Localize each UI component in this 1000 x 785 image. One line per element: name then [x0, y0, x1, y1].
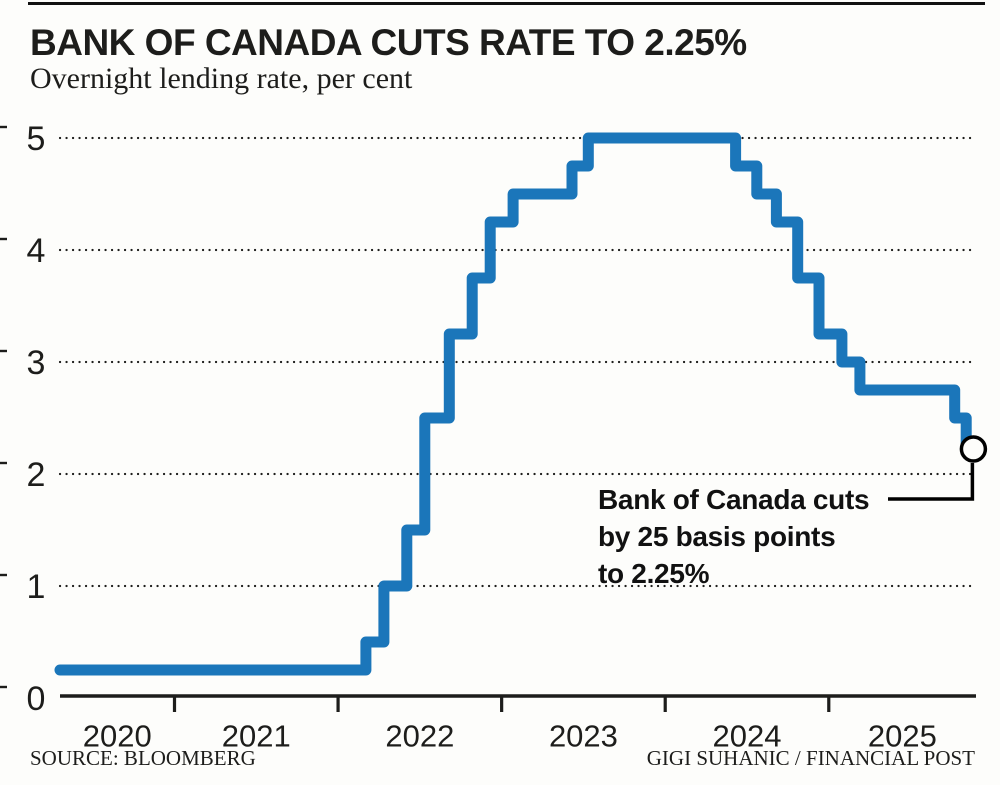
- annotation-callout-line: [888, 463, 975, 501]
- line-end-marker: [959, 435, 988, 463]
- y-tick-label: 0: [27, 680, 46, 718]
- chart-title: BANK OF CANADA CUTS RATE TO 2.25%: [30, 22, 747, 63]
- annotation-callout-text: Bank of Canada cuts by 25 basis points t…: [598, 481, 898, 592]
- rate-step-line: [54, 132, 980, 676]
- annotation-line-2: by 25 basis points: [598, 521, 836, 552]
- y-tick-label: 3: [27, 344, 46, 382]
- source-attribution: SOURCE: BLOOMBERG: [30, 746, 256, 770]
- x-tick-label: 2024: [713, 718, 782, 753]
- y-tick-label: 4: [27, 232, 46, 270]
- x-tick-label: 2023: [549, 718, 618, 753]
- x-tick-label: 2022: [385, 718, 454, 753]
- x-tick-label: 2021: [222, 718, 291, 753]
- y-tick-label: 2: [27, 456, 46, 494]
- x-tick-label: 2025: [868, 718, 937, 753]
- chart-subtitle: Overnight lending rate, per cent: [30, 62, 413, 95]
- y-tick-label: 1: [27, 568, 46, 606]
- annotation-line-1: Bank of Canada cuts: [598, 484, 870, 515]
- annotation-line-3: to 2.25%: [598, 558, 710, 589]
- x-tick-label: 2020: [83, 718, 152, 753]
- y-tick-label: 5: [27, 120, 46, 158]
- author-credit: GIGI SUHANIC / FINANCIAL POST: [646, 746, 975, 770]
- header-rule: [28, 2, 985, 5]
